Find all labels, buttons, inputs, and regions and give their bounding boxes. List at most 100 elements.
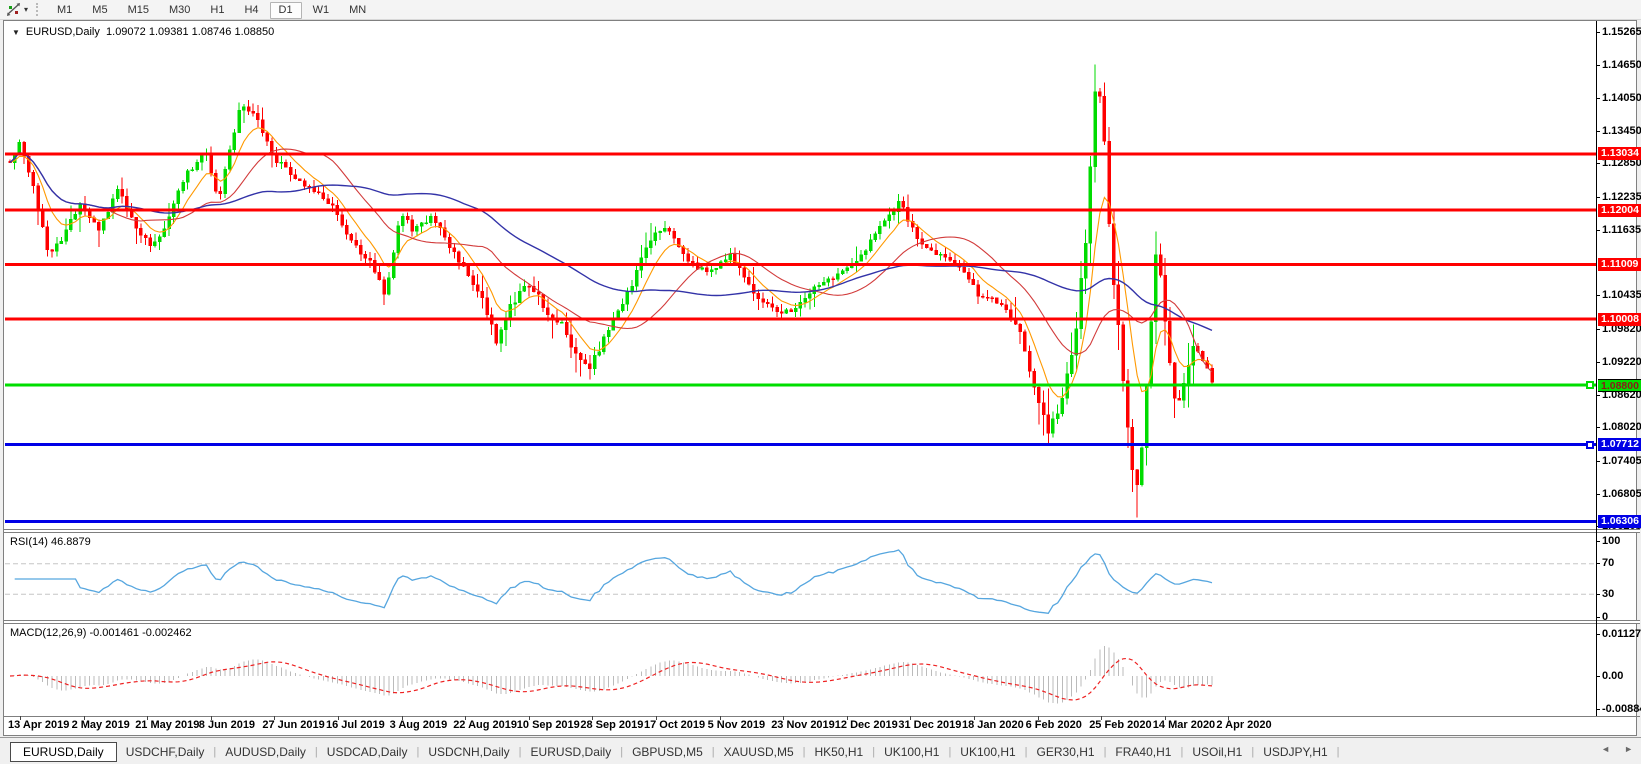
- date-tick-mark: [910, 716, 912, 720]
- symbol-tab-usdcnh-daily[interactable]: USDCNH,Daily: [428, 744, 510, 759]
- tab-scroll-right-icon[interactable]: ►: [1624, 744, 1633, 754]
- price-tick-label: 1.15265: [1602, 25, 1641, 38]
- panel-separator[interactable]: [4, 529, 1640, 533]
- tab-scroll-left-icon[interactable]: ◄: [1601, 744, 1611, 754]
- macd-indicator-chart[interactable]: [0, 624, 1596, 716]
- chart-title-collapse-icon[interactable]: ▼: [12, 28, 20, 37]
- chart-symbol-label: EURUSD,Daily: [25, 26, 100, 38]
- timeframe-button-m15[interactable]: M15: [119, 2, 158, 19]
- date-tick-mark: [20, 716, 21, 720]
- symbol-tab-uk100-h1[interactable]: UK100,H1: [960, 744, 1016, 759]
- date-tick-mark: [1101, 716, 1103, 720]
- chart-window-background: [3, 20, 1637, 736]
- price-tick-mark: [1596, 197, 1600, 199]
- tab-separator: |: [802, 745, 806, 758]
- timeframe-button-mn[interactable]: MN: [340, 2, 375, 19]
- toolbar-grip: [36, 3, 41, 16]
- timeframe-button-m5[interactable]: M5: [83, 2, 116, 19]
- symbol-tab-xauusd-m5[interactable]: XAUUSD,M5: [723, 744, 794, 759]
- macd-tick-label: 0.00: [1602, 669, 1624, 682]
- timeframe-buttons: M1 M5 M15 M30 H1 H4 D1 W1 MN: [47, 0, 376, 19]
- rsi-tick-mark: [1596, 563, 1600, 565]
- date-tick-mark: [974, 716, 975, 720]
- main-price-chart[interactable]: [0, 21, 1596, 531]
- date-label: 14 Mar 2020: [1152, 719, 1216, 731]
- rsi-indicator-chart[interactable]: [0, 533, 1596, 621]
- date-tick-mark: [528, 716, 530, 720]
- timeframe-button-w1[interactable]: W1: [304, 2, 339, 19]
- price-level-label: 1.08800: [1598, 378, 1641, 392]
- price-tick-label: 1.09820: [1602, 322, 1641, 335]
- date-label: 13 Apr 2019: [8, 719, 70, 731]
- rsi-label: RSI(14) 46.8879: [10, 536, 91, 548]
- symbol-tab-uk100-h1[interactable]: UK100,H1: [884, 744, 940, 759]
- symbol-tab-fra40-h1[interactable]: FRA40,H1: [1115, 744, 1172, 759]
- symbol-tab-usdchf-daily[interactable]: USDCHF,Daily: [125, 744, 205, 759]
- macd-tick-label: -0.008845: [1602, 702, 1641, 715]
- price-tick-mark: [1596, 31, 1600, 33]
- price-tick-mark: [1596, 493, 1600, 495]
- price-level-label: 1.13034: [1598, 147, 1641, 161]
- line-studies-icon: [7, 2, 20, 16]
- price-tick-label: 1.12235: [1602, 191, 1641, 204]
- price-level-label: 1.12004: [1598, 203, 1641, 217]
- tab-separator: |: [1251, 745, 1255, 758]
- tab-separator: |: [1336, 745, 1340, 758]
- price-tick-label: 1.06805: [1602, 487, 1641, 500]
- date-tick-mark: [592, 716, 594, 720]
- tab-separator: |: [620, 745, 624, 758]
- line-studies-tool[interactable]: ▾: [0, 1, 34, 19]
- macd-label: MACD(12,26,9) -0.001461 -0.002462: [10, 627, 192, 639]
- price-level-label: 1.07712: [1598, 438, 1641, 452]
- chevron-down-icon: ▾: [24, 4, 29, 14]
- macd-tick-mark: [1596, 708, 1600, 710]
- symbol-tab-eurusd-daily[interactable]: EURUSD,Daily: [530, 744, 612, 759]
- date-tick-mark: [147, 716, 149, 720]
- tab-separator: |: [416, 745, 420, 758]
- timeframe-button-m1[interactable]: M1: [48, 2, 81, 19]
- symbol-tab-hk50-h1[interactable]: HK50,H1: [814, 744, 864, 759]
- date-tick-mark: [83, 716, 85, 720]
- timeframe-button-m30[interactable]: M30: [160, 2, 199, 19]
- date-tick-mark: [338, 716, 339, 720]
- price-tick-mark: [1596, 394, 1600, 396]
- price-tick-label: 1.13450: [1602, 124, 1641, 137]
- tab-separator: |: [314, 745, 318, 758]
- symbol-tab-ger30-h1[interactable]: GER30,H1: [1036, 744, 1095, 759]
- panel-separator[interactable]: [4, 620, 1640, 624]
- date-label: 17 Oct 2019: [644, 719, 706, 731]
- price-tick-mark: [1596, 97, 1600, 99]
- symbol-tab-usoil-h1[interactable]: USOil,H1: [1192, 744, 1243, 759]
- symbol-tab-usdcad-daily[interactable]: USDCAD,Daily: [326, 744, 408, 759]
- date-label: 3 Aug 2019: [389, 719, 448, 731]
- price-tick-mark: [1596, 427, 1600, 429]
- rsi-tick-label: 30: [1602, 587, 1615, 600]
- symbol-tab-audusd-daily[interactable]: AUDUSD,Daily: [225, 744, 306, 759]
- symbol-tab-usdjpy-h1[interactable]: USDJPY,H1: [1263, 744, 1328, 759]
- chart-ohlc-values: 1.09072 1.09381 1.08746 1.08850: [106, 26, 275, 38]
- date-label: 8 Jun 2019: [198, 719, 256, 731]
- price-level-label: 1.10008: [1598, 312, 1641, 326]
- timeframe-button-h1[interactable]: H1: [201, 2, 233, 19]
- price-tick-label: 1.09220: [1602, 355, 1641, 368]
- chart-tabs: EURUSD,Daily USDCHF,Daily | AUDUSD,Daily | US…: [0, 741, 1340, 762]
- date-tick-mark: [1037, 716, 1039, 720]
- price-level-marker[interactable]: [1586, 381, 1594, 390]
- rsi-tick-label: 0: [1602, 610, 1609, 623]
- date-tick-mark: [1228, 716, 1230, 720]
- timeframe-button-h4[interactable]: H4: [235, 2, 267, 19]
- symbol-tab-eurusd-daily[interactable]: EURUSD,Daily: [10, 741, 117, 762]
- date-tick-mark: [401, 716, 403, 720]
- price-level-marker[interactable]: [1586, 440, 1594, 449]
- tab-separator: |: [1180, 745, 1184, 758]
- timeframe-button-d1[interactable]: D1: [269, 2, 302, 19]
- rsi-tick-mark: [1596, 593, 1600, 595]
- date-label: 2 May 2019: [71, 719, 130, 731]
- price-tick-mark: [1596, 163, 1600, 165]
- date-tick-mark: [656, 716, 657, 720]
- date-label: 21 May 2019: [135, 719, 200, 731]
- symbol-tab-gbpusd-m5[interactable]: GBPUSD,M5: [632, 744, 703, 759]
- macd-tick-mark: [1596, 633, 1600, 635]
- price-tick-label: 1.11635: [1602, 223, 1641, 236]
